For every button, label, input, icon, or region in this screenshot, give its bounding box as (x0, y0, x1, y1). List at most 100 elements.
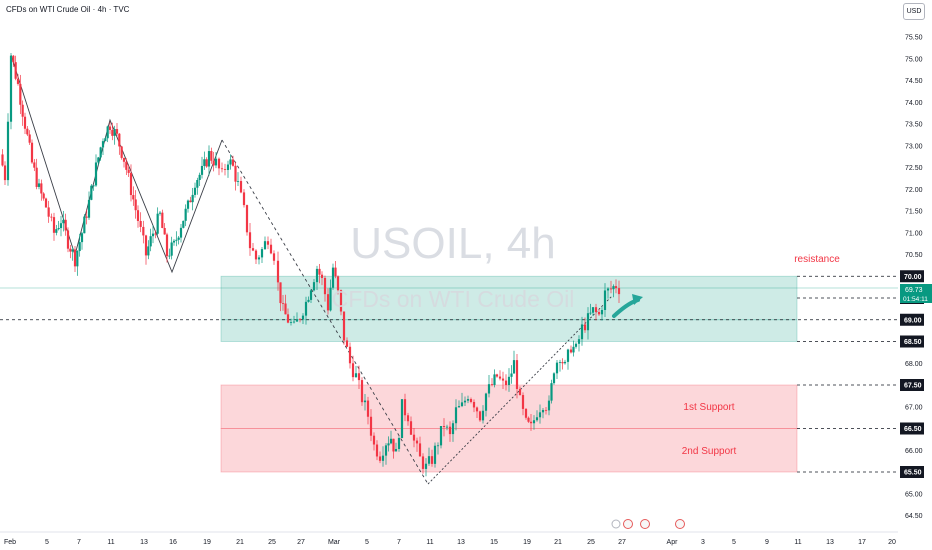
candle-body (272, 253, 276, 261)
candle-body (460, 402, 464, 407)
candle-body (172, 240, 176, 243)
candle (512, 350, 516, 374)
candle (295, 312, 299, 322)
currency-button[interactable]: USD (903, 3, 925, 20)
candle (203, 151, 206, 170)
candle (182, 220, 185, 229)
candle (466, 395, 470, 404)
candle (94, 154, 98, 187)
candle-body (577, 339, 581, 344)
candle-body (78, 242, 81, 252)
candle (304, 296, 308, 325)
candle (55, 224, 58, 236)
candle (161, 209, 164, 229)
candle-body (3, 165, 7, 181)
candle (433, 442, 437, 468)
candle (336, 275, 340, 295)
candle (85, 209, 88, 225)
candle-body (94, 162, 98, 186)
candle (44, 197, 48, 208)
candle-body (170, 242, 173, 256)
candle-body (66, 230, 70, 249)
candle-body (572, 346, 575, 353)
candle-body (73, 249, 77, 267)
candle-body (334, 267, 337, 277)
level-tag-67.50: 67.50 (904, 383, 922, 390)
candle (284, 294, 287, 315)
candle-body (207, 151, 211, 167)
candle-body (276, 260, 280, 283)
candle (122, 157, 126, 168)
candle-body (378, 456, 382, 461)
candle-body (614, 286, 618, 289)
candle (71, 246, 74, 261)
candle-body (263, 241, 267, 250)
candle (406, 412, 410, 426)
candle-body (558, 362, 562, 363)
candle (14, 55, 17, 81)
candle (518, 386, 522, 396)
trend-lines (10, 54, 613, 485)
candle (64, 213, 67, 236)
candle (101, 138, 105, 155)
candle (118, 133, 121, 155)
candle (312, 279, 316, 292)
candle-body (532, 420, 536, 424)
candle (272, 250, 276, 265)
level-tag-bg (900, 270, 924, 283)
candle (80, 232, 84, 250)
candle-body (168, 255, 171, 257)
last-price: 69.73 (905, 287, 923, 294)
candle (307, 296, 310, 303)
candle-body (580, 324, 584, 340)
candle-body (101, 141, 105, 148)
candle (191, 187, 194, 211)
candle-body (251, 248, 255, 251)
candle-body (415, 440, 419, 444)
candle-body (21, 104, 24, 117)
candle (245, 204, 249, 236)
candle-body (260, 249, 264, 258)
price-tick-74.50: 74.50 (905, 78, 923, 85)
level-tag-70.00: 70.00 (904, 274, 922, 281)
candle-body (345, 340, 349, 347)
candle (529, 414, 533, 431)
candle (125, 158, 128, 176)
candle-body (512, 360, 516, 374)
candle-body (569, 349, 573, 353)
candle (320, 271, 324, 286)
candle (6, 113, 10, 186)
candle (315, 265, 319, 290)
candle (345, 337, 349, 348)
candle (510, 365, 513, 384)
candle-body (454, 407, 458, 424)
candle-body (547, 400, 551, 411)
candle-body (266, 241, 270, 245)
candle-body (57, 228, 60, 230)
candle (498, 370, 502, 381)
candle-body (154, 233, 157, 235)
candle-body (269, 244, 273, 254)
candle (76, 250, 79, 276)
candle-body (403, 399, 407, 416)
candle (403, 393, 407, 422)
candle (257, 255, 261, 265)
candle (207, 145, 211, 176)
candle (73, 245, 77, 272)
candle-body (203, 159, 206, 166)
candle-body (59, 223, 63, 229)
candle-body (186, 200, 190, 209)
candle-body (125, 161, 128, 170)
candle-body (62, 219, 65, 224)
candle-body (524, 408, 528, 418)
candle-body (71, 249, 74, 252)
candle-body (304, 301, 308, 316)
candle (298, 317, 302, 323)
candle-body (448, 426, 452, 435)
level-lines (0, 275, 898, 473)
candle (589, 303, 592, 315)
zones (220, 275, 798, 473)
candle-body (281, 303, 285, 304)
